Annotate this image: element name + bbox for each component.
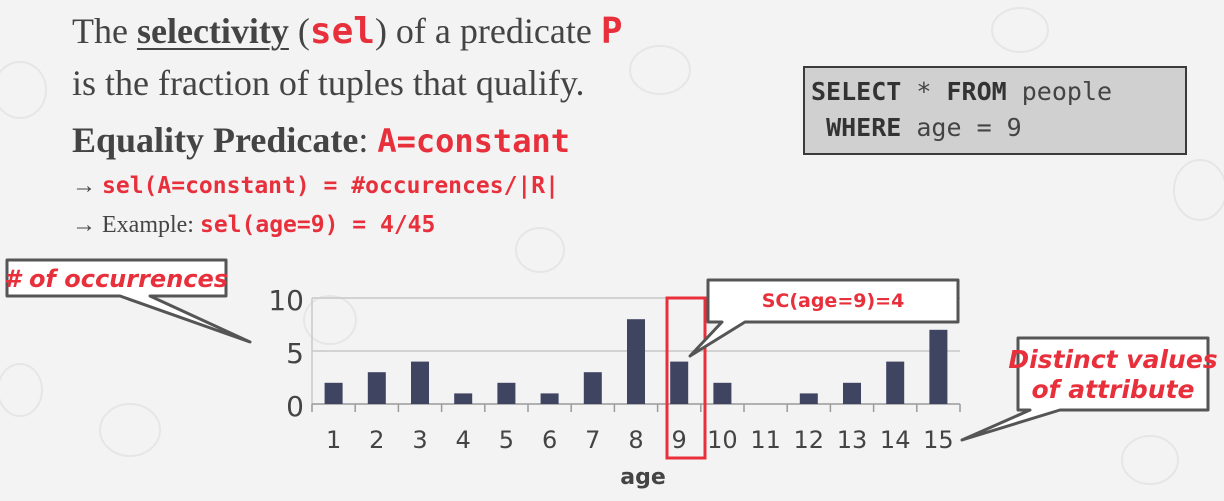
x-tick-label: 1 [326,426,341,454]
sql-select-keyword: SELECT [811,77,902,106]
highlight-box [665,296,707,460]
bullet-example: → Example: sel(age=9) = 4/45 [72,212,435,239]
x-tick-label: 12 [794,426,825,454]
equality-predicate-heading: Equality Predicate: A=constant [72,119,570,161]
x-axis-label: age [620,465,666,490]
bar-age-15 [929,329,948,404]
callout-distinct-line2: of attribute [1031,375,1194,404]
callout-sc-text: SC(age=9)=4 [762,290,905,312]
bar-age-10 [713,382,732,404]
selectivity-definition-line2: is the fraction of tuples that qualify. [72,63,585,103]
x-tick-label: 5 [499,426,514,454]
sql-where-keyword: WHERE [826,113,902,142]
bar-age-13 [843,382,861,404]
selectivity-term: selectivity [136,11,289,51]
equality-predicate-label: Equality Predicate [72,120,359,160]
x-tick-labels: 1 2 3 4 5 6 7 8 9 10 11 12 13 14 15 [326,426,954,454]
x-axis [311,403,961,412]
sql-table: people [1006,77,1113,106]
sql-from-keyword: FROM [946,77,1007,106]
y-tick-label: 10 [268,284,304,317]
x-tick-label: 10 [707,426,738,454]
x-tick-label: 4 [456,426,471,454]
example-label: Example: [102,212,200,238]
predicate-p: P [600,11,623,52]
x-tick-label: 14 [880,426,911,454]
callout-occurrences-text: # of occurrences [4,265,228,293]
arrow-icon: → [72,212,102,238]
bar-age-14 [886,361,905,404]
bar-age-5 [497,382,516,404]
bar-age-2 [367,372,386,404]
y-axis: 0 5 10 [268,284,313,423]
bar-age-7 [583,372,602,404]
line1-after: ) of a predicate [374,11,601,51]
example-expr: sel(age=9) = 4/45 [199,212,436,238]
bar-age-12 [799,393,818,404]
callout-distinct: Distinct values of attribute [960,336,1218,442]
callout-occurrences: # of occurrences [4,258,252,344]
arrow-icon: → [72,173,102,199]
sel-abbr: sel [309,11,375,52]
sql-star: * [901,77,947,106]
bar-age-4 [454,393,473,404]
x-tick-label: 13 [837,426,868,454]
bar-age-1 [324,382,343,404]
x-tick-label: 2 [369,426,384,454]
selectivity-definition-line1: The selectivity (sel) of a predicate P [72,10,623,52]
x-tick-label: 7 [585,426,600,454]
bullet-formula: → sel(A=constant) = #occurences/|R| [72,173,559,200]
bar-age-6 [540,393,559,404]
callout-distinct-line1: Distinct values [1008,345,1217,374]
sql-condition: age = 9 [901,113,1022,142]
bar-age-3 [411,361,429,404]
x-tick-label: 6 [542,426,557,454]
equality-colon: : [358,120,378,160]
x-tick-label: 8 [628,426,643,454]
x-tick-label: 3 [412,426,427,454]
callout-sc: SC(age=9)=4 [688,278,960,358]
y-tick-label: 0 [286,390,304,423]
line1-mid: ( [288,11,310,51]
line1-prefix: The [72,11,137,51]
bar-age-8 [627,319,645,404]
bar-age-9 [670,361,689,404]
chart-bars [324,319,948,404]
x-tick-label: 11 [750,426,781,454]
sql-query-box: SELECT * FROM people WHERE age = 9 [803,66,1187,155]
x-tick-label: 9 [672,426,687,454]
equality-expr: A=constant [377,122,570,160]
x-tick-label: 15 [923,426,954,454]
y-tick-label: 5 [286,337,304,370]
formula-expr: sel(A=constant) = #occurences/|R| [102,173,559,199]
